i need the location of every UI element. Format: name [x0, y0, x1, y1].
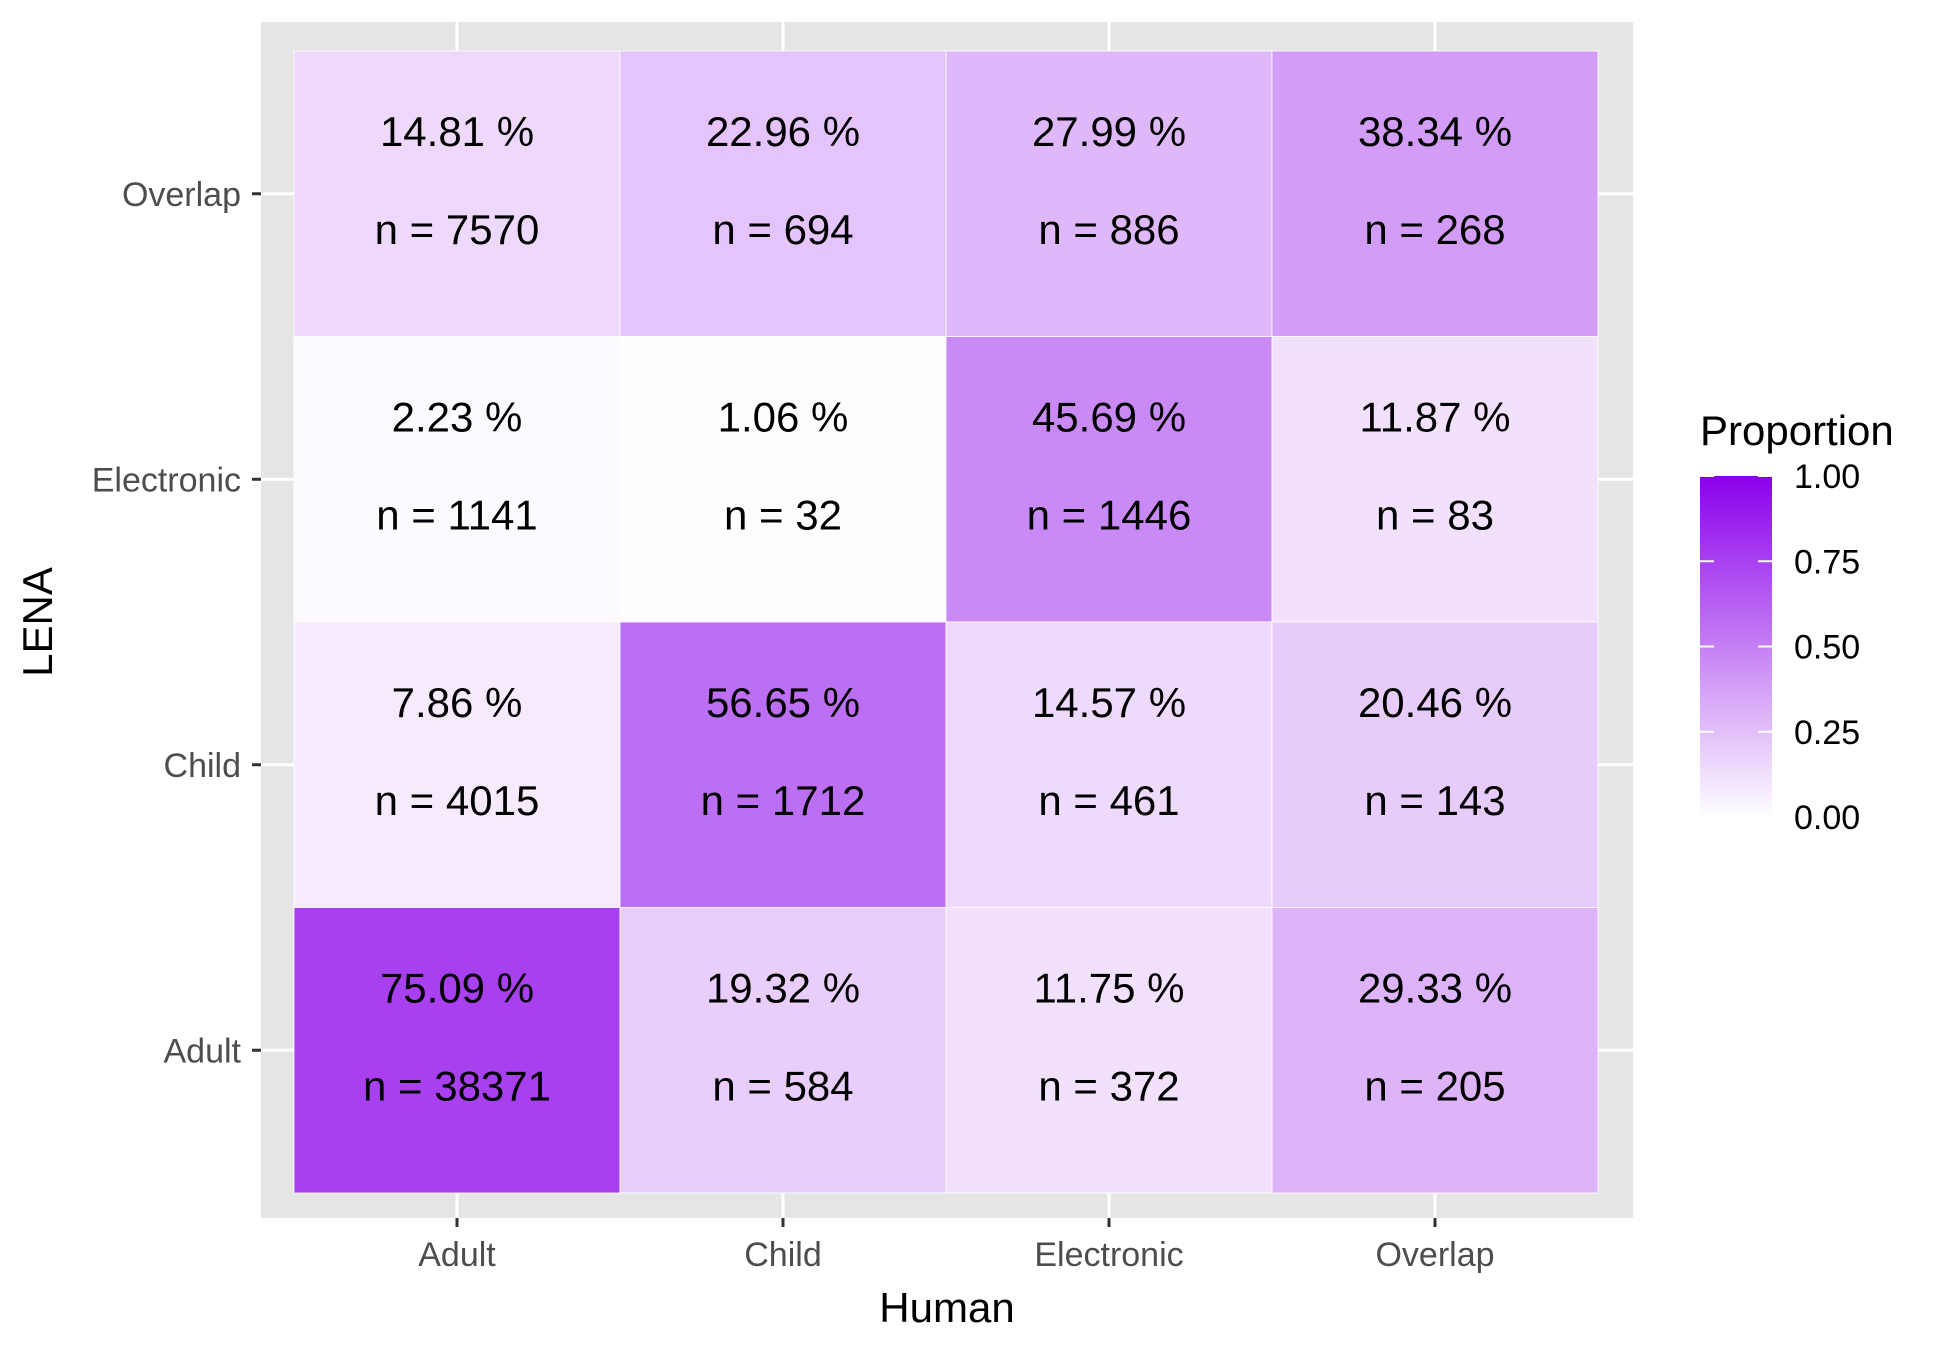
cell-percent-label: 11.75 %: [1034, 964, 1185, 1011]
heatmap-tile: [619, 50, 947, 337]
heatmap-tile: [293, 907, 621, 1194]
heatmap-tile: [1271, 336, 1599, 623]
cell-count-label: n = 83: [1376, 491, 1494, 538]
cell-percent-label: 19.32 %: [706, 964, 860, 1011]
cell-count-label: n = 1712: [701, 777, 866, 824]
y-tick-label: Overlap: [122, 176, 241, 214]
x-tick-label: Electronic: [1034, 1236, 1183, 1274]
heatmap-cell: 2.23 % n = 1141: [293, 336, 621, 623]
x-tick-label: Adult: [418, 1236, 496, 1274]
y-tick-label: Child: [164, 747, 241, 785]
heatmap-cell: 14.57 % n = 461: [945, 621, 1273, 908]
x-tick-label: Child: [744, 1236, 821, 1274]
legend-title: Proportion: [1700, 407, 1894, 454]
heatmap-cell: 20.46 % n = 143: [1271, 621, 1599, 908]
legend-tick-label: 0.50: [1794, 629, 1860, 667]
y-tick-label: Adult: [164, 1032, 242, 1070]
cell-percent-label: 38.34 %: [1358, 108, 1512, 155]
cell-percent-label: 7.86 %: [392, 679, 523, 726]
heatmap-cell: 75.09 % n = 38371: [293, 907, 621, 1194]
legend-tick-label: 0.25: [1794, 714, 1860, 752]
cell-percent-label: 45.69 %: [1032, 393, 1186, 440]
x-tick-label: Overlap: [1375, 1236, 1494, 1274]
heatmap-cells: 14.81 % n = 7570 22.96 % n = 694 27.99 % n = …: [293, 50, 1599, 1194]
heatmap-tile: [619, 907, 947, 1194]
cell-percent-label: 20.46 %: [1358, 679, 1512, 726]
heatmap-cell: 11.75 % n = 372: [945, 907, 1273, 1194]
heatmap-cell: 27.99 % n = 886: [945, 50, 1273, 337]
heatmap-tile: [1271, 621, 1599, 908]
heatmap-cell: 19.32 % n = 584: [619, 907, 947, 1194]
heatmap-cell: 14.81 % n = 7570: [293, 50, 621, 337]
cell-count-label: n = 886: [1038, 206, 1179, 253]
cell-percent-label: 29.33 %: [1358, 964, 1512, 1011]
cell-count-label: n = 143: [1364, 777, 1505, 824]
cell-count-label: n = 38371: [363, 1062, 551, 1109]
heatmap-tile: [1271, 50, 1599, 337]
heatmap-tile: [945, 50, 1273, 337]
heatmap-tile: [293, 336, 621, 623]
heatmap-tile: [293, 50, 621, 337]
heatmap-cell: 1.06 % n = 32: [619, 336, 947, 623]
cell-count-label: n = 4015: [375, 777, 540, 824]
legend: Proportion 0.00 0.25 0.50 0.75 1.00: [1700, 407, 1894, 837]
y-axis-title: LENA: [14, 567, 61, 677]
y-tick-label: Electronic: [92, 461, 241, 499]
heatmap-cell: 45.69 % n = 1446: [945, 336, 1273, 623]
heatmap-cell: 7.86 % n = 4015: [293, 621, 621, 908]
cell-count-label: n = 205: [1364, 1062, 1505, 1109]
cell-percent-label: 22.96 %: [706, 108, 860, 155]
cell-count-label: n = 1141: [376, 491, 538, 538]
heatmap-cell: 22.96 % n = 694: [619, 50, 947, 337]
heatmap-tile: [945, 907, 1273, 1194]
x-axis-title: Human: [879, 1284, 1014, 1331]
cell-percent-label: 14.81 %: [380, 108, 534, 155]
heatmap-tile: [619, 336, 947, 623]
legend-tick-label: 0.75: [1794, 543, 1860, 581]
cell-percent-label: 56.65 %: [706, 679, 860, 726]
cell-count-label: n = 1446: [1027, 491, 1192, 538]
cell-percent-label: 75.09 %: [380, 964, 534, 1011]
cell-percent-label: 1.06 %: [718, 393, 849, 440]
heatmap-cell: 29.33 % n = 205: [1271, 907, 1599, 1194]
legend-tick-label: 0.00: [1794, 799, 1860, 837]
cell-count-label: n = 7570: [375, 206, 540, 253]
heatmap-tile: [293, 621, 621, 908]
legend-tick-label: 1.00: [1794, 458, 1860, 496]
legend-ticks: 0.00 0.25 0.50 0.75 1.00: [1700, 458, 1860, 837]
heatmap-cell: 11.87 % n = 83: [1271, 336, 1599, 623]
cell-count-label: n = 584: [712, 1062, 853, 1109]
heatmap-tile: [945, 336, 1273, 623]
heatmap-tile: [1271, 907, 1599, 1194]
cell-percent-label: 11.87 %: [1360, 393, 1511, 440]
cell-count-label: n = 268: [1364, 206, 1505, 253]
heatmap-cell: 38.34 % n = 268: [1271, 50, 1599, 337]
cell-percent-label: 2.23 %: [392, 393, 523, 440]
axes: Adult Child Electronic Overlap Adult Child Ele…: [92, 176, 1495, 1274]
heatmap-tile: [945, 621, 1273, 908]
cell-percent-label: 14.57 %: [1032, 679, 1186, 726]
cell-count-label: n = 372: [1038, 1062, 1179, 1109]
heatmap-tile: [619, 621, 947, 908]
cell-count-label: n = 32: [724, 491, 842, 538]
cell-percent-label: 27.99 %: [1032, 108, 1186, 155]
cell-count-label: n = 694: [712, 206, 853, 253]
heatmap-cell: 56.65 % n = 1712: [619, 621, 947, 908]
cell-count-label: n = 461: [1038, 777, 1179, 824]
